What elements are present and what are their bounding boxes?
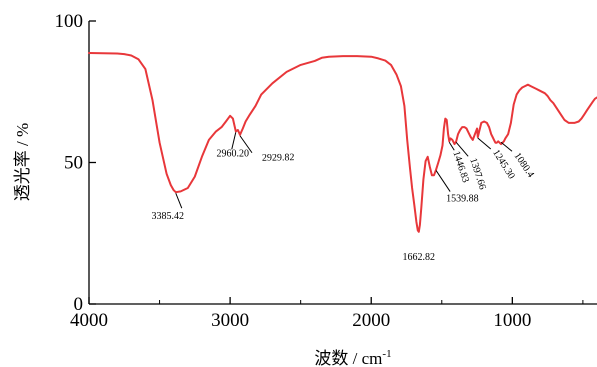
- y-axis-title: 透光率 / %: [13, 123, 32, 201]
- peak-annotations: 3385.42 2960.20 2929.82 1662.82 1539.88 1446.…: [152, 132, 536, 263]
- peak-label: 1539.88: [446, 194, 479, 205]
- x-tick-label: 4000: [70, 310, 108, 331]
- annotation-leader: [477, 137, 492, 150]
- annotation-leader: [231, 132, 237, 150]
- peak-label: 3385.42: [152, 211, 185, 222]
- peak-label: 1245.30: [490, 148, 517, 181]
- peak-label: 2929.82: [262, 152, 295, 164]
- y-tick-label: 0: [74, 294, 84, 315]
- x-axis-title: 波数 / cm-1: [314, 348, 391, 367]
- axis-labels: 波数 / cm-1 透光率 / %: [13, 123, 392, 367]
- x-tick-label: 2000: [352, 310, 390, 331]
- peak-label: 1397.66: [467, 157, 488, 191]
- y-tick-label: 50: [64, 153, 83, 174]
- x-tick-label: 1000: [493, 310, 531, 331]
- x-tick-label: 3000: [211, 310, 249, 331]
- peak-label: 2960.20: [217, 148, 250, 159]
- axes: 0 50 100 4000 3000 2000 1000: [55, 11, 597, 331]
- peak-label: 1446.83: [450, 150, 471, 184]
- annotation-leader: [448, 142, 455, 151]
- annotation-leader: [455, 141, 469, 157]
- plot-area: [88, 52, 597, 233]
- annotation-leader: [175, 193, 183, 209]
- annotation-leader: [239, 135, 253, 154]
- peak-label: 1662.82: [403, 252, 436, 263]
- y-tick-label: 100: [55, 11, 84, 32]
- annotation-leader: [500, 141, 513, 152]
- annotation-leader: [435, 170, 451, 192]
- series-line: [88, 52, 597, 233]
